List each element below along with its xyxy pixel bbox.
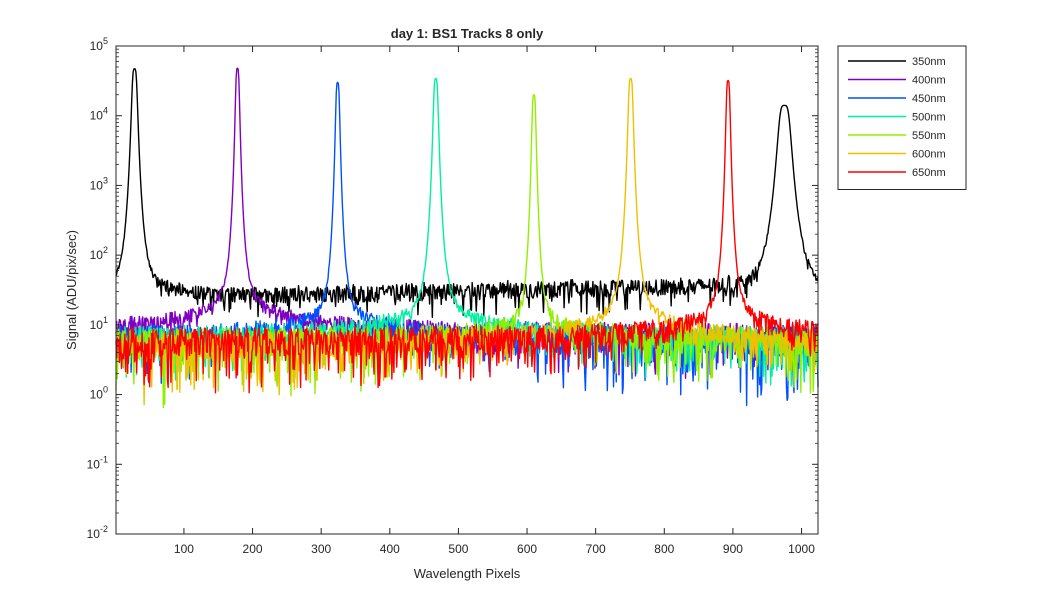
legend: 350nm 400nm 450nm 500nm 550nm 600nm 650nm (837, 45, 967, 190)
x-tick-label: 500 (448, 542, 468, 556)
legend-label: 650nm (912, 167, 946, 179)
x-axis-label: Wavelength Pixels (414, 566, 521, 581)
series-group (115, 67, 819, 409)
legend-label: 500nm (912, 112, 946, 124)
legend-label: 600nm (912, 149, 946, 161)
x-tick-label: 800 (654, 542, 674, 556)
x-tick-label: 200 (243, 542, 263, 556)
series-line (115, 93, 819, 409)
y-axis-ticks: 10-2 10-1 100 101 102 103 104 105 (87, 36, 818, 541)
y-tick-label: 10-1 (87, 454, 108, 471)
x-tick-label: 600 (517, 542, 537, 556)
series-line (115, 79, 819, 394)
x-tick-label: 700 (586, 542, 606, 556)
legend-box (837, 45, 967, 190)
y-tick-label: 100 (90, 385, 108, 402)
x-tick-label: 100 (174, 542, 194, 556)
x-tick-label: 300 (311, 542, 331, 556)
x-tick-label: 400 (380, 542, 400, 556)
x-axis-ticks: 100 200 300 400 500 600 700 800 900 1000 (174, 46, 815, 556)
chart-title: day 1: BS1 Tracks 8 only (391, 26, 544, 41)
legend-label: 350nm (912, 56, 946, 68)
x-tick-label: 900 (723, 542, 743, 556)
legend-label: 400nm (912, 75, 946, 87)
y-tick-label: 105 (90, 36, 108, 53)
plot-frame (115, 45, 819, 535)
series-line (115, 68, 819, 319)
y-tick-label: 104 (90, 106, 108, 123)
y-axis-label: Signal (ADU/pix/sec) (64, 230, 79, 350)
y-tick-label: 102 (90, 245, 108, 262)
legend-label: 450nm (912, 93, 946, 105)
y-tick-label: 10-2 (87, 524, 108, 541)
x-tick-label: 1000 (788, 542, 815, 556)
y-tick-label: 101 (90, 315, 108, 332)
y-tick-label: 103 (90, 175, 108, 192)
legend-label: 550nm (912, 130, 946, 142)
